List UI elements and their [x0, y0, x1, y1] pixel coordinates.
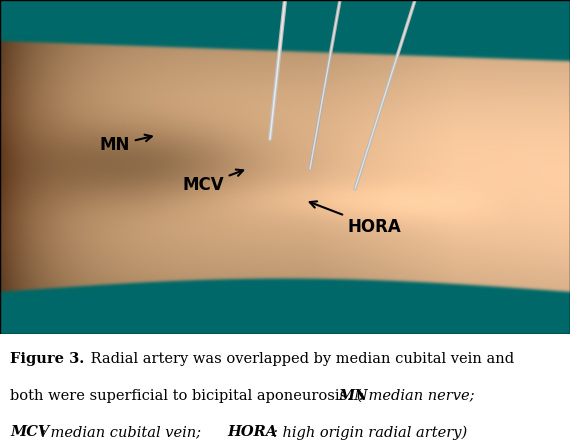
Text: : median cubital vein;: : median cubital vein;: [41, 425, 206, 439]
Text: Figure 3.: Figure 3.: [10, 352, 84, 366]
Text: HORA: HORA: [227, 425, 278, 439]
Text: : high origin radial artery): : high origin radial artery): [273, 425, 467, 439]
Text: Radial artery was overlapped by median cubital vein and: Radial artery was overlapped by median c…: [86, 352, 514, 366]
Text: MCV: MCV: [182, 169, 243, 194]
Text: MN: MN: [100, 135, 152, 154]
Text: both were superficial to bicipital aponeurosis. (: both were superficial to bicipital apone…: [10, 388, 363, 403]
Text: : median nerve;: : median nerve;: [359, 388, 474, 403]
Text: MN: MN: [339, 388, 368, 403]
Text: MCV: MCV: [10, 425, 50, 439]
Text: HORA: HORA: [310, 201, 401, 236]
